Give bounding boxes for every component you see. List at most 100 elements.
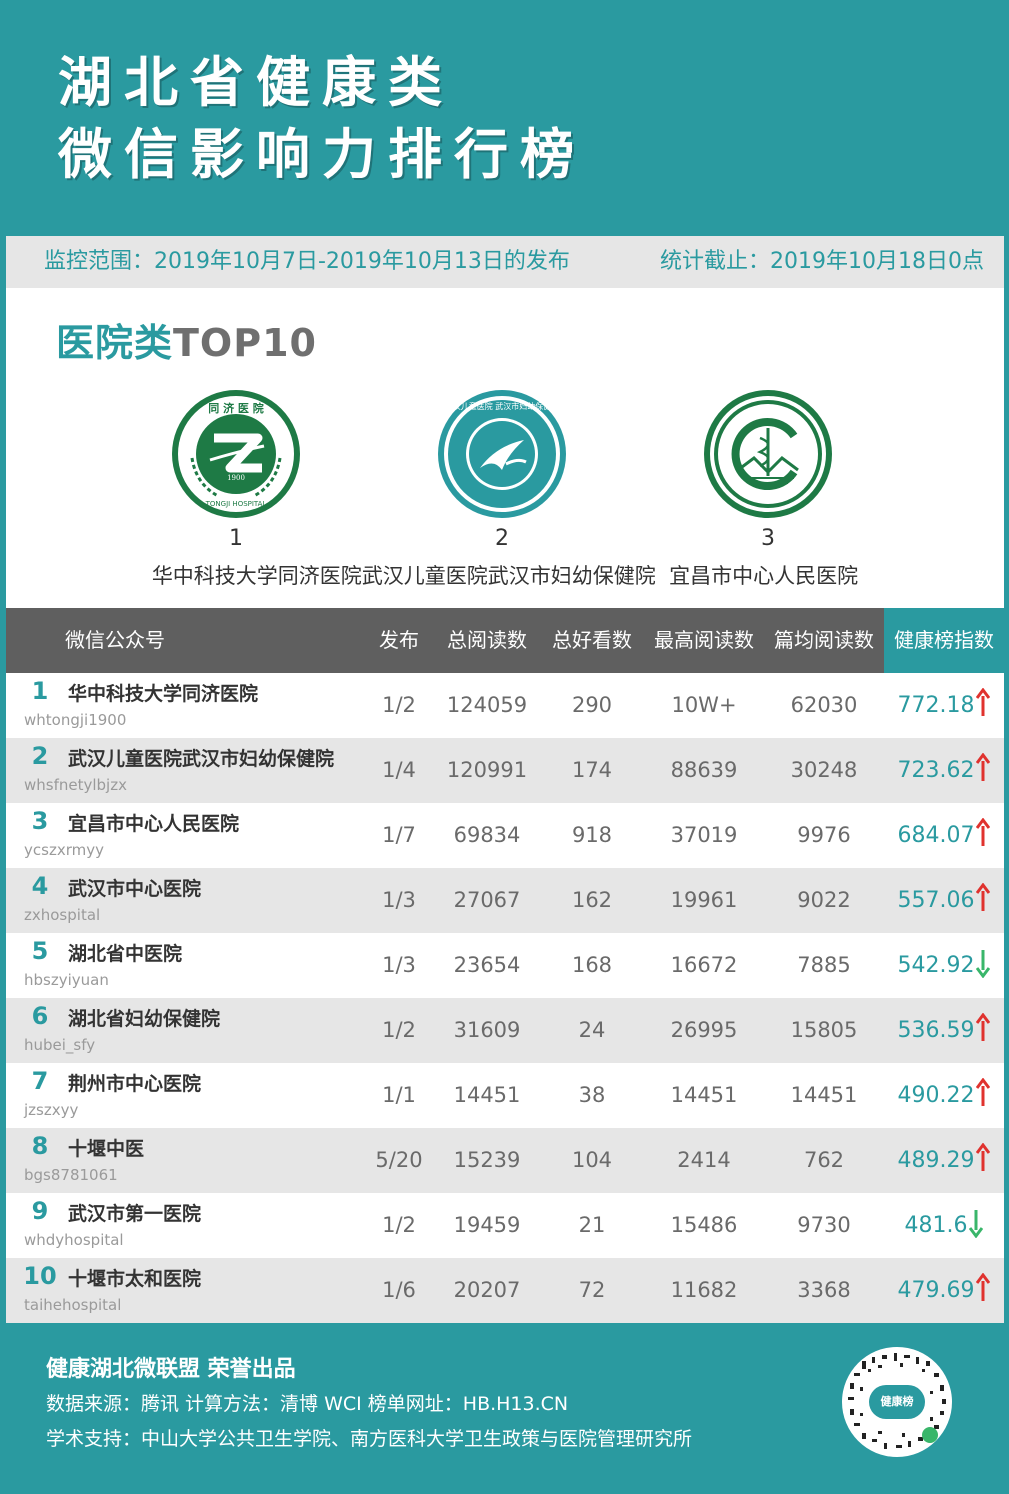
red-up-arrow-icon <box>976 753 991 781</box>
row-publish: 1/2 <box>382 693 416 717</box>
row-index-value: 490.22 <box>897 1083 975 1108</box>
header-total-read: 总阅读数 <box>447 628 527 652</box>
row-account: ycszxrmyy <box>24 841 104 859</box>
red-up-arrow-icon <box>976 1273 991 1301</box>
row-account: whsfnetylbjzx <box>24 776 127 794</box>
row-name: 十堰中医 <box>68 1138 145 1160</box>
row-total-like: 168 <box>571 953 613 977</box>
logo1-year: 1900 <box>227 474 245 482</box>
logo2-ring-text: 武汉儿童医院 武汉市妇幼保健院 <box>445 401 560 411</box>
row-name: 武汉儿童医院武汉市妇幼保健院 <box>68 748 335 770</box>
row-name: 华中科技大学同济医院 <box>68 683 259 705</box>
section-title-cn: 医院类 <box>56 321 174 365</box>
row-total-like: 38 <box>578 1083 606 1107</box>
row-account: hbszyiyuan <box>24 971 109 989</box>
row-total-like: 918 <box>571 823 613 847</box>
section-title-en: TOP10 <box>173 321 317 365</box>
row-name: 宜昌市中心人民医院 <box>68 813 240 835</box>
row-total-read: 69834 <box>453 823 521 847</box>
row-account: taihehospital <box>24 1296 122 1314</box>
red-up-arrow-icon <box>976 1078 991 1106</box>
row-account: whdyhospital <box>24 1231 124 1249</box>
row-avg-read: 15805 <box>790 1018 858 1042</box>
red-up-arrow-icon <box>976 818 991 846</box>
row-max-read: 37019 <box>670 823 738 847</box>
table-row: 8 十堰中医 bgs8781061 5/20 15239 104 2414 762 489.29 <box>6 1128 1004 1193</box>
header-avg-read: 篇均阅读数 <box>774 628 874 652</box>
row-publish: 1/2 <box>382 1018 416 1042</box>
row-max-read: 15486 <box>670 1213 738 1237</box>
row-name: 湖北省中医院 <box>68 943 183 965</box>
row-rank: 5 <box>31 937 49 965</box>
logo1-bottom-text: TONGJI HOSPITAL <box>205 500 267 508</box>
table-row: 10 十堰市太和医院 taihehospital 1/6 20207 72 11682 336… <box>6 1258 1004 1323</box>
row-index: 479.69 <box>884 1258 1004 1323</box>
row-index: 723.62 <box>884 738 1004 803</box>
row-total-read: 20207 <box>453 1278 521 1302</box>
page-footer: 健康湖北微联盟 荣誉出品 数据来源：腾讯 计算方法：清博 WCI 榜单网址：HB… <box>0 1323 1009 1494</box>
row-publish: 1/6 <box>382 1278 416 1302</box>
row-rank: 4 <box>31 872 49 900</box>
wuhan-children-hospital-logo-icon: 武汉儿童医院 武汉市妇幼保健院 <box>436 388 568 520</box>
row-index: 772.18 <box>884 673 1004 738</box>
row-total-read: 14451 <box>453 1083 521 1107</box>
red-up-arrow-icon <box>976 1143 991 1171</box>
row-account: bgs8781061 <box>24 1166 118 1184</box>
row-index-value: 479.69 <box>897 1278 975 1303</box>
table-row: 4 武汉市中心医院 zxhospital 1/3 27067 162 19961 9022 55… <box>6 868 1004 933</box>
mini-program-qr-icon[interactable]: 健康榜 <box>842 1347 952 1457</box>
top3-rank-2: 2 <box>495 526 509 551</box>
row-rank: 1 <box>31 677 49 705</box>
row-avg-read: 9730 <box>797 1213 851 1237</box>
row-index-value: 481.6 <box>904 1213 968 1238</box>
row-max-read: 26995 <box>670 1018 738 1042</box>
row-index-value: 536.59 <box>897 1018 975 1043</box>
top3-name-1: 华中科技大学同济医院 <box>151 564 362 588</box>
row-account: zxhospital <box>24 906 101 924</box>
row-total-read: 15239 <box>453 1148 521 1172</box>
row-avg-read: 762 <box>803 1148 845 1172</box>
footer-producer: 健康湖北微联盟 荣誉出品 <box>46 1357 296 1382</box>
green-down-arrow-icon <box>976 950 991 978</box>
row-total-read: 31609 <box>453 1018 521 1042</box>
row-total-read: 19459 <box>453 1213 521 1237</box>
table-row: 2 武汉儿童医院武汉市妇幼保健院 whsfnetylbjzx 1/4 120991 174… <box>6 738 1004 803</box>
row-rank: 7 <box>31 1067 49 1095</box>
content-panel: 监控范围：2019年10月7日-2019年10月13日的发布 统计截止：2019… <box>6 236 1004 1323</box>
monitor-range: 监控范围：2019年10月7日-2019年10月13日的发布 <box>44 249 570 274</box>
top3-names: 华中科技大学同济医院武汉儿童医院武汉市妇幼保健院 宜昌市中心人民医院 <box>6 560 1004 590</box>
table-row: 1 华中科技大学同济医院 whtongji1900 1/2 124059 290 10W+ 6… <box>6 673 1004 738</box>
row-publish: 5/20 <box>375 1148 423 1172</box>
logo1-top-text: 同 济 医 院 <box>208 401 264 415</box>
row-total-read: 120991 <box>446 758 528 782</box>
row-account: whtongji1900 <box>24 711 127 729</box>
title-line-1: 湖北省健康类 <box>58 51 454 114</box>
row-publish: 1/4 <box>382 758 416 782</box>
row-avg-read: 30248 <box>790 758 858 782</box>
top3-rank-3: 3 <box>761 526 775 551</box>
row-index: 542.92 <box>884 933 1004 998</box>
title-line-2: 微信影响力排行榜 <box>58 123 586 186</box>
row-account: jzszxyy <box>24 1101 79 1119</box>
row-avg-read: 9976 <box>797 823 851 847</box>
row-max-read: 10W+ <box>671 693 737 717</box>
row-index-value: 489.29 <box>897 1148 975 1173</box>
row-publish: 1/7 <box>382 823 416 847</box>
table-row: 7 荆州市中心医院 jzszxyy 1/1 14451 38 14451 14451 490.2… <box>6 1063 1004 1128</box>
section-title: 医院类TOP10 <box>56 312 317 367</box>
row-index: 536.59 <box>884 998 1004 1063</box>
row-total-like: 72 <box>578 1278 606 1302</box>
row-total-like: 174 <box>571 758 613 782</box>
row-index-value: 684.07 <box>897 823 975 848</box>
row-index: 481.6 <box>884 1193 1004 1258</box>
row-index: 490.22 <box>884 1063 1004 1128</box>
row-rank: 10 <box>23 1262 57 1290</box>
row-avg-read: 7885 <box>797 953 851 977</box>
row-total-like: 290 <box>571 693 613 717</box>
row-publish: 1/3 <box>382 953 416 977</box>
row-index-value: 772.18 <box>897 693 975 718</box>
header-max-read: 最高阅读数 <box>654 628 754 652</box>
footer-academic: 学术支持：中山大学公共卫生学院、南方医科大学卫生政策与医院管理研究所 <box>46 1428 693 1450</box>
page-header: 湖北省健康类 微信影响力排行榜 <box>0 0 1009 236</box>
row-rank: 6 <box>31 1002 49 1030</box>
